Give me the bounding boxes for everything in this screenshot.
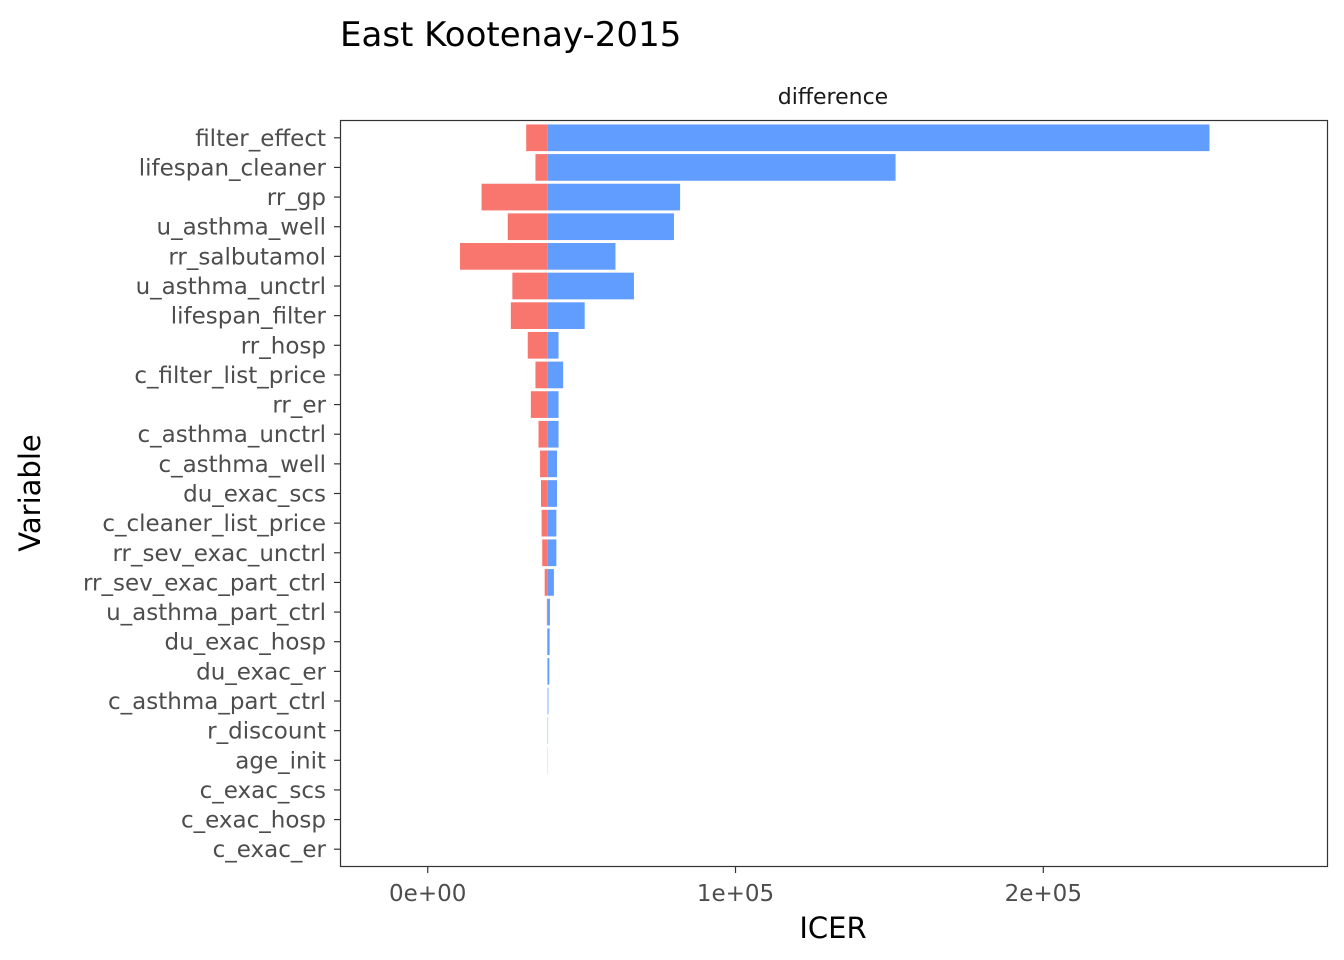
y-tick-label: c_asthma_unctrl (138, 422, 326, 448)
y-tick-label: u_asthma_part_ctrl (106, 600, 326, 626)
bar-high-du_exac_hosp (547, 628, 550, 656)
x-tick-label: 2e+05 (1005, 881, 1082, 907)
y-tick-label: u_asthma_well (157, 215, 327, 241)
bar-low-filter_effect (526, 124, 548, 152)
bar-low-u_asthma_part_ctrl (546, 598, 548, 626)
bar-low-c_asthma_well (540, 450, 548, 478)
y-tick-label: du_exac_hosp (164, 630, 326, 656)
bar-high-rr_hosp (547, 331, 559, 359)
x-tick-label: 0e+00 (389, 881, 466, 907)
bar-high-c_asthma_unctrl (547, 420, 559, 448)
bar-low-u_asthma_well (507, 213, 548, 241)
bar-high-rr_sev_exac_part_ctrl (547, 569, 554, 596)
bar-low-rr_sev_exac_part_ctrl (544, 569, 548, 596)
y-axis: filter_effect lifespan_cleaner rr_gp u_asth… (83, 126, 340, 863)
bar-high-rr_gp (547, 183, 681, 211)
y-tick-label: du_exac_scs (183, 482, 326, 508)
y-axis-title: Variable (13, 434, 47, 551)
chart-title: East Kootenay-2015 (340, 15, 681, 55)
y-tick-label: lifespan_filter (171, 304, 327, 330)
y-tick-label: rr_sev_exac_unctrl (112, 541, 326, 567)
bar-high-c_filter_list_price (547, 361, 564, 389)
y-tick-label: c_asthma_part_ctrl (108, 689, 326, 715)
bar-high-lifespan_filter (547, 302, 585, 329)
bar-low-rr_hosp (527, 331, 548, 359)
bar-low-du_exac_scs (540, 480, 548, 507)
y-tick-label: u_asthma_unctrl (136, 274, 326, 300)
bar-high-u_asthma_well (547, 213, 674, 241)
plot-panel-border (339, 119, 1329, 868)
y-tick-label: rr_er (272, 393, 326, 419)
bar-low-rr_gp (481, 183, 548, 211)
bar-high-c_asthma_well (547, 450, 557, 478)
y-tick-label: age_init (235, 748, 326, 774)
bar-low-lifespan_cleaner (535, 154, 548, 181)
bar-low-rr_sev_exac_unctrl (542, 539, 548, 567)
bar-high-rr_salbutamol (547, 243, 616, 270)
y-tick-label: c_exac_scs (200, 778, 326, 804)
x-axis-title: ICER (799, 911, 866, 945)
bar-low-c_cleaner_list_price (541, 509, 548, 537)
bar-high-lifespan_cleaner (547, 154, 896, 181)
y-tick-label: c_filter_list_price (134, 363, 326, 389)
bar-low-rr_er (530, 391, 548, 418)
bar-high-filter_effect (547, 124, 1210, 152)
y-tick-label: rr_gp (267, 185, 326, 211)
y-tick-label: c_cleaner_list_price (102, 511, 326, 537)
y-tick-label: du_exac_er (196, 659, 326, 685)
bar-high-u_asthma_unctrl (547, 272, 634, 300)
bar-low-c_asthma_unctrl (538, 420, 548, 448)
bars-layer (460, 124, 1210, 774)
y-tick-label: rr_hosp (241, 333, 326, 359)
bar-low-lifespan_filter (510, 302, 548, 329)
x-tick-label: 1e+05 (697, 881, 774, 907)
y-tick-label: rr_sev_exac_part_ctrl (83, 570, 326, 596)
bar-high-rr_er (547, 391, 559, 418)
x-axis: 0e+00 1e+05 2e+05 (389, 867, 1082, 907)
bar-high-u_asthma_part_ctrl (547, 598, 550, 626)
bar-high-c_asthma_part_ctrl (547, 687, 549, 715)
facet-strip-label: difference (778, 85, 888, 110)
bar-high-du_exac_scs (547, 480, 557, 507)
bar-low-rr_salbutamol (460, 243, 548, 270)
y-tick-label: c_exac_hosp (181, 808, 326, 834)
y-tick-label: rr_salbutamol (168, 244, 326, 270)
bar-low-u_asthma_unctrl (512, 272, 548, 300)
bar-low-c_filter_list_price (535, 361, 548, 389)
bar-high-du_exac_er (547, 658, 550, 685)
y-tick-label: lifespan_cleaner (139, 155, 327, 181)
bar-high-c_cleaner_list_price (547, 509, 557, 537)
y-tick-label: r_discount (207, 719, 326, 745)
y-tick-label: filter_effect (195, 126, 326, 152)
y-tick-label: c_exac_er (213, 837, 327, 863)
bar-high-rr_sev_exac_unctrl (547, 539, 557, 567)
y-tick-label: c_asthma_well (158, 452, 326, 478)
bar-low-du_exac_hosp (547, 628, 548, 656)
